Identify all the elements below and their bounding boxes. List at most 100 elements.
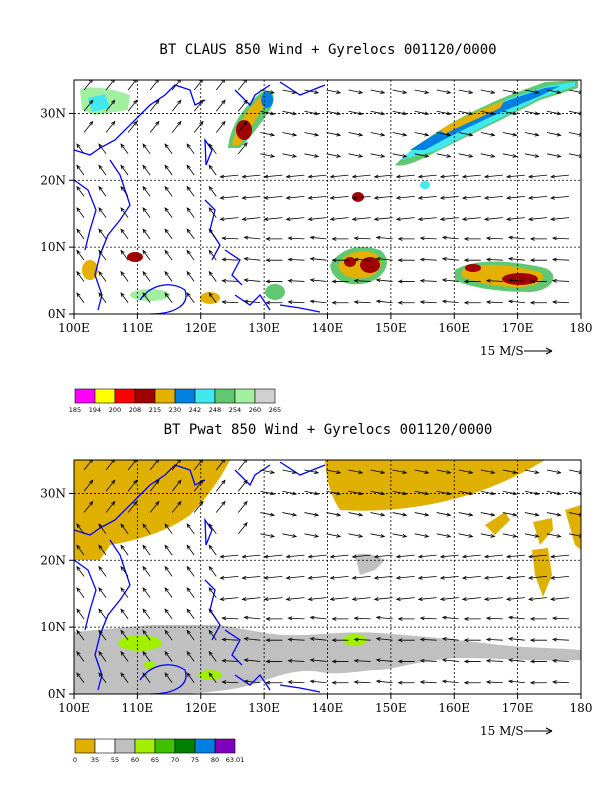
wind-vector xyxy=(264,597,283,600)
x-ticks-claus: 100E 110E 120E 130E 140E 150E 160E 170E 180 xyxy=(58,314,592,335)
wind-vector xyxy=(354,617,371,620)
wind-vector-head xyxy=(186,629,191,635)
wind-vector xyxy=(370,490,385,495)
wind-vector-head xyxy=(556,132,562,137)
wind-vector-head xyxy=(417,554,423,559)
wind-vector-head xyxy=(76,672,81,678)
wind-vector xyxy=(208,545,217,556)
wind-vector-head xyxy=(556,534,562,538)
wind-vector-head xyxy=(142,587,147,592)
wind-vector-head xyxy=(483,554,489,559)
wind-vector xyxy=(98,587,107,598)
wind-vector-head xyxy=(395,217,401,221)
wind-vector-head xyxy=(292,154,298,158)
wind-vector-head xyxy=(186,207,191,212)
wind-vector xyxy=(568,533,581,537)
wind-vector xyxy=(524,469,539,474)
wind-vector xyxy=(105,460,115,471)
wind-vector-head xyxy=(512,90,518,94)
colorbar-label: 55 xyxy=(111,756,119,764)
wind-vector-head xyxy=(177,99,182,105)
wind-vector xyxy=(348,153,363,157)
wind-vector-head xyxy=(292,534,298,538)
wind-vector xyxy=(502,469,517,474)
wind-vector xyxy=(220,217,239,220)
wind-vector-head xyxy=(529,236,535,241)
wind-vector xyxy=(414,89,429,94)
wind-vector xyxy=(120,186,129,197)
wind-vector-head xyxy=(142,650,147,656)
wind-vector-head xyxy=(208,207,213,212)
wind-vector xyxy=(127,100,138,112)
wind-vector xyxy=(376,279,393,282)
wind-vector-head xyxy=(142,228,147,234)
wind-vector xyxy=(171,100,182,112)
wind-vector-head xyxy=(243,235,249,240)
wind-vector-head xyxy=(287,236,293,241)
wind-vector-head xyxy=(505,195,511,200)
wind-vector-head xyxy=(336,534,342,538)
wind-vector-head xyxy=(76,143,81,149)
wind-vector-head xyxy=(578,154,581,158)
wind-vector xyxy=(304,89,319,94)
wind-vector-head xyxy=(164,143,169,149)
wind-vector xyxy=(142,250,151,261)
colorbar-label: 60 xyxy=(131,756,139,764)
wind-vector-head xyxy=(446,470,452,474)
wind-vector-head xyxy=(336,132,342,137)
wind-vector-head xyxy=(395,575,401,580)
wind-vector-head xyxy=(512,512,518,517)
colorbar-label: 260 xyxy=(249,406,261,414)
wind-vector xyxy=(304,533,319,537)
wind-vector xyxy=(436,490,451,495)
wind-vector xyxy=(193,121,204,133)
wind-vector xyxy=(260,469,275,474)
wind-vector-head xyxy=(446,111,452,116)
wind-vector-head xyxy=(98,249,103,255)
wind-vector xyxy=(370,469,385,474)
wind-vector xyxy=(348,89,363,94)
wind-vector-head xyxy=(529,258,535,263)
wind-vector xyxy=(486,638,503,641)
wind-vector-head xyxy=(219,554,225,559)
wind-vector-head xyxy=(468,154,474,158)
wind-vector xyxy=(552,681,569,684)
wind-vector xyxy=(436,153,451,157)
wind-vector-head xyxy=(120,629,125,635)
y-tick-label: 10N xyxy=(40,240,66,254)
wind-vector xyxy=(502,490,517,495)
wind-vector-head xyxy=(314,154,320,158)
wind-vector-head xyxy=(375,299,381,304)
wind-vector xyxy=(282,132,297,136)
wind-vector xyxy=(83,121,94,133)
wind-vector-head xyxy=(76,565,81,571)
wind-vector-head xyxy=(133,500,138,506)
wind-vector-head xyxy=(287,257,293,262)
wind-vector xyxy=(480,153,495,157)
wind-vector-head xyxy=(507,235,513,240)
wind-vector xyxy=(127,501,138,513)
wind-vector xyxy=(222,617,239,620)
wind-vector xyxy=(484,217,503,220)
vector-scale-label: 15 M/S xyxy=(480,724,524,738)
wind-vector-head xyxy=(397,659,403,664)
wind-vector xyxy=(506,217,525,220)
wind-vector xyxy=(98,228,107,240)
wind-vector xyxy=(552,258,569,261)
wind-vector xyxy=(149,80,159,91)
wind-vector xyxy=(260,110,275,115)
wind-vector xyxy=(120,608,129,620)
wind-vector-head xyxy=(463,659,469,664)
wind-vector xyxy=(551,575,569,579)
wind-vector xyxy=(264,575,283,579)
wind-vector xyxy=(142,651,151,662)
wind-vector xyxy=(370,153,385,157)
wind-vector xyxy=(392,512,407,516)
wind-vector-head xyxy=(358,534,364,538)
wind-vector-head xyxy=(199,479,204,485)
wind-vector-head xyxy=(285,554,291,559)
wind-vector-head xyxy=(468,111,474,116)
wind-vector xyxy=(326,533,341,537)
wind-vector-head xyxy=(483,597,489,601)
wind-vector-head xyxy=(164,164,169,170)
